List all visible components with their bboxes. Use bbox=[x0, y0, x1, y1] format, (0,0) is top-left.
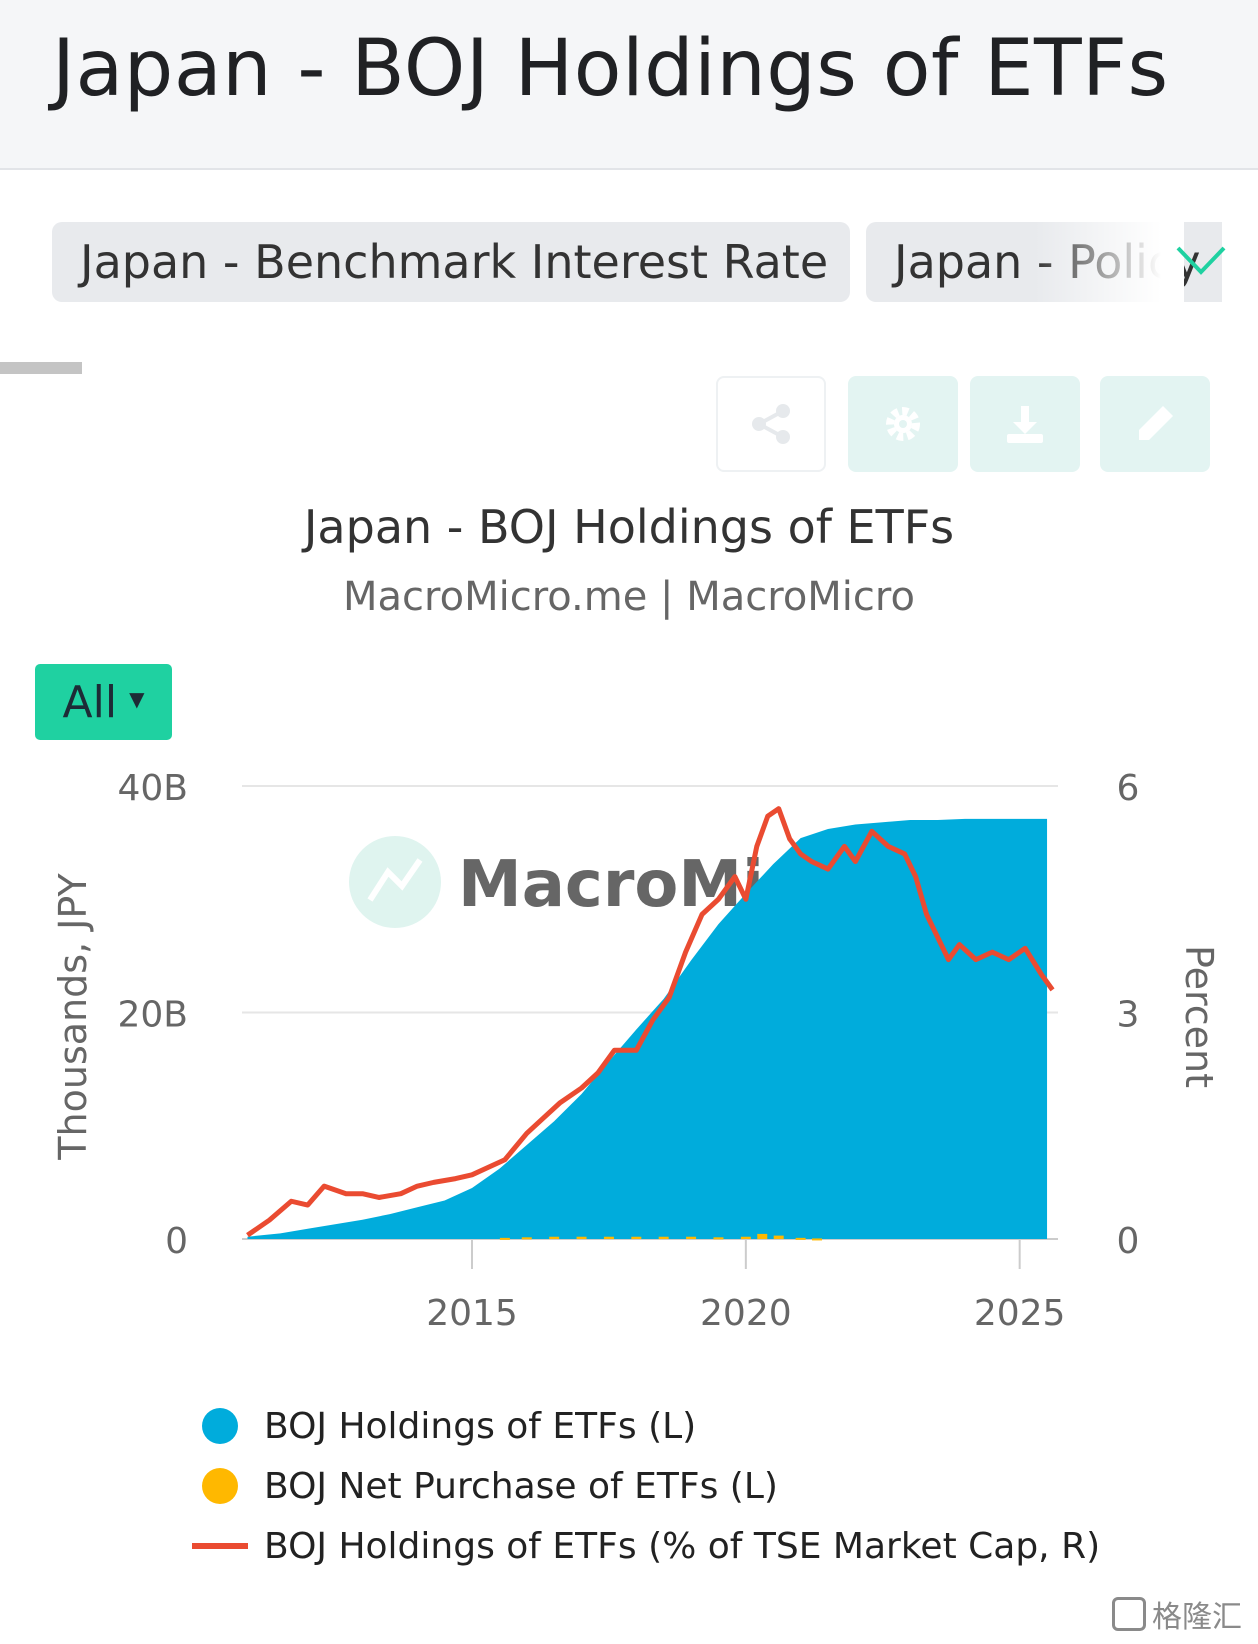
bar-net-purchase[interactable] bbox=[740, 1236, 751, 1239]
chart-legend: BOJ Holdings of ETFs (L) BOJ Net Purchas… bbox=[190, 1396, 1100, 1576]
tab-benchmark-interest-rate[interactable]: Japan - Benchmark Interest Rate bbox=[52, 222, 850, 302]
x-tick-label: 2025 bbox=[974, 1293, 1066, 1334]
bar-net-purchase[interactable] bbox=[773, 1235, 784, 1239]
chart-subtitle: MacroMicro.me | MacroMicro bbox=[343, 574, 915, 620]
legend-label-pct-market-cap: BOJ Holdings of ETFs (% of TSE Market Ca… bbox=[264, 1525, 1101, 1567]
range-selector-button[interactable]: All ▼ bbox=[35, 664, 172, 740]
pencil-icon bbox=[1139, 406, 1173, 440]
download-button[interactable] bbox=[970, 376, 1080, 472]
brand-logo-icon bbox=[1112, 1597, 1146, 1631]
page-title: Japan - BOJ Holdings of ETFs bbox=[52, 24, 1169, 114]
brand-text: 格隆汇 bbox=[1152, 1600, 1242, 1635]
y-left-tick-label: 40B bbox=[117, 768, 188, 809]
y-right-axis-title: Percent bbox=[1177, 945, 1221, 1088]
y-left-tick-label: 0 bbox=[165, 1221, 188, 1262]
legend-marker-pct-market-cap bbox=[192, 1543, 248, 1549]
watermark-logo-mark bbox=[367, 858, 423, 902]
bar-net-purchase[interactable] bbox=[757, 1233, 768, 1239]
range-selector-label: All bbox=[62, 676, 118, 728]
tabs-fade bbox=[1034, 222, 1184, 304]
y-left-axis-title: Thousands, JPY bbox=[51, 873, 95, 1161]
bar-net-purchase[interactable] bbox=[812, 1238, 823, 1241]
download-icon bbox=[1007, 406, 1043, 443]
bar-net-purchase[interactable] bbox=[549, 1236, 560, 1239]
bar-net-purchase[interactable] bbox=[603, 1236, 614, 1239]
corner-brand: 格隆汇 bbox=[1112, 1592, 1242, 1636]
settings-button[interactable] bbox=[848, 376, 958, 472]
legend-marker-holdings bbox=[202, 1408, 238, 1444]
caret-down-icon: ▼ bbox=[129, 687, 145, 711]
y-right-tick-label: 0 bbox=[1117, 1221, 1140, 1262]
bar-net-purchase[interactable] bbox=[499, 1237, 510, 1240]
edit-button[interactable] bbox=[1100, 376, 1210, 472]
share-icon bbox=[752, 404, 790, 444]
bar-net-purchase[interactable] bbox=[631, 1236, 642, 1239]
legend-label-net-purchase: BOJ Net Purchase of ETFs (L) bbox=[264, 1465, 778, 1507]
related-tabs: Japan - Benchmark Interest Rate Japan - … bbox=[52, 222, 1222, 304]
share-button[interactable] bbox=[716, 376, 826, 472]
bar-net-purchase[interactable] bbox=[658, 1236, 669, 1239]
bar-net-purchase[interactable] bbox=[795, 1237, 806, 1240]
series-line-pct-market-cap[interactable] bbox=[246, 806, 1055, 1238]
scroll-indicator bbox=[0, 362, 82, 374]
chart-title: Japan - BOJ Holdings of ETFs bbox=[303, 500, 955, 554]
y-right-tick-label: 6 bbox=[1117, 768, 1140, 809]
gear-icon bbox=[886, 407, 920, 441]
legend-marker-net-purchase bbox=[202, 1468, 238, 1504]
bar-net-purchase[interactable] bbox=[521, 1237, 532, 1240]
y-right-tick-label: 3 bbox=[1117, 995, 1140, 1036]
legend-item-net-purchase[interactable]: BOJ Net Purchase of ETFs (L) bbox=[190, 1456, 1100, 1516]
legend-item-holdings[interactable]: BOJ Holdings of ETFs (L) bbox=[190, 1396, 1100, 1456]
x-tick-label: 2020 bbox=[700, 1293, 792, 1334]
page-header: Japan - BOJ Holdings of ETFs bbox=[0, 0, 1258, 170]
legend-item-pct-market-cap[interactable]: BOJ Holdings of ETFs (% of TSE Market Ca… bbox=[190, 1516, 1100, 1576]
bar-net-purchase[interactable] bbox=[713, 1237, 724, 1240]
bar-net-purchase[interactable] bbox=[576, 1236, 587, 1239]
legend-label-holdings: BOJ Holdings of ETFs (L) bbox=[264, 1405, 697, 1447]
y-left-tick-label: 20B bbox=[117, 995, 188, 1036]
x-tick-label: 2015 bbox=[426, 1293, 518, 1334]
bar-net-purchase[interactable] bbox=[686, 1236, 697, 1239]
chevron-down-icon[interactable] bbox=[1174, 240, 1228, 280]
